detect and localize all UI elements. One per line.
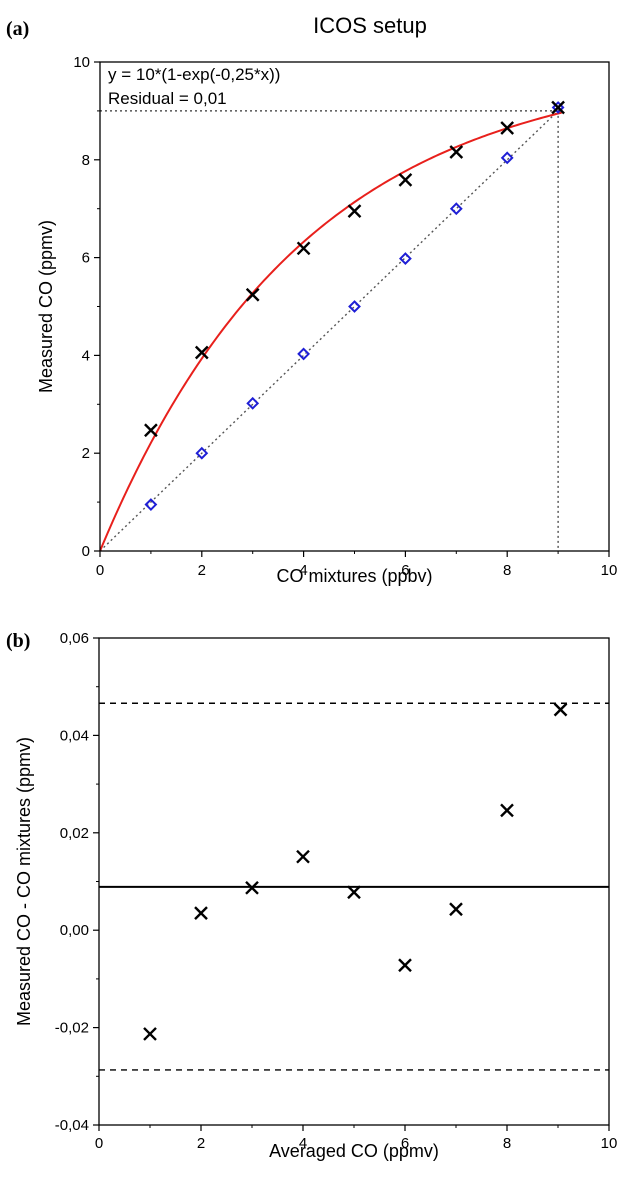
x-stroke [398, 173, 413, 187]
x-stroke [296, 849, 310, 864]
x-stroke [144, 423, 158, 438]
diamond-point [449, 202, 463, 216]
x-stroke [194, 345, 209, 360]
diamond-point [348, 300, 361, 313]
x-tick-label: 8 [503, 562, 511, 579]
y-tick-label: 0 [82, 543, 90, 560]
y-tick-label: 4 [82, 347, 90, 364]
x-tick-label: 10 [601, 1135, 618, 1152]
y-tick-label: 8 [82, 152, 90, 169]
diamond-point [144, 498, 158, 511]
x-marker-point [245, 287, 260, 302]
x-stroke [245, 880, 259, 895]
panel-label-b: (b) [6, 630, 30, 652]
plot-frame-b [98, 637, 610, 1126]
panel-label-a: (a) [6, 18, 29, 40]
x-marker-point [347, 204, 362, 218]
x-marker-point [551, 100, 565, 115]
residual-point [347, 885, 361, 900]
x-tick-label: 10 [601, 562, 618, 579]
y-tick-label: 10 [73, 54, 90, 71]
x-stroke [296, 241, 311, 256]
x-stroke [347, 204, 362, 218]
x-marker-point [398, 173, 413, 187]
residual-point [194, 906, 208, 921]
identity-line [99, 106, 563, 552]
x-marker-point [194, 345, 209, 360]
x-stroke [551, 100, 565, 115]
x-marker-point [296, 241, 311, 256]
y-axis-label: Measured CO (ppmv) [36, 220, 56, 393]
residual-point [296, 849, 310, 864]
equation-annotation: y = 10*(1-exp(-0,25*x)) [108, 65, 280, 84]
residual-point [245, 880, 259, 895]
diamond-point [297, 347, 311, 361]
fit-curve [99, 111, 562, 552]
y-tick-label: -0,04 [55, 1117, 89, 1134]
x-marker-point [500, 121, 515, 135]
y-tick-label: 0,00 [60, 922, 89, 939]
residual-point [500, 803, 514, 818]
x-stroke [194, 906, 208, 921]
x-tick-label: 6 [401, 562, 409, 579]
y-tick-label: 6 [82, 250, 90, 267]
y-axis-label: Measured CO - CO mixtures (ppmv) [14, 737, 34, 1026]
x-axis-label: Averaged CO (ppmv) [269, 1141, 439, 1161]
x-marker-point [449, 145, 464, 159]
x-stroke [449, 145, 464, 159]
x-tick-label: 2 [197, 1135, 205, 1152]
y-tick-label: 0,04 [60, 727, 89, 744]
x-tick-label: 0 [96, 562, 104, 579]
y-tick-label: 0,02 [60, 825, 89, 842]
diamond-point [500, 151, 514, 165]
x-stroke [500, 803, 514, 818]
y-tick-label: -0,02 [55, 1020, 89, 1037]
residual-point [553, 702, 568, 717]
x-stroke [449, 902, 463, 917]
x-stroke [245, 287, 260, 302]
residual-point [143, 1027, 157, 1041]
diamond-point [246, 396, 260, 410]
x-tick-label: 2 [198, 562, 206, 579]
x-stroke [553, 702, 568, 717]
x-tick-label: 6 [401, 1135, 409, 1152]
x-tick-label: 4 [299, 562, 307, 579]
x-axis-label: CO mixtures (ppbv) [276, 566, 432, 586]
residual-point [449, 902, 463, 917]
diamond-point [195, 446, 209, 460]
x-tick-label: 4 [299, 1135, 307, 1152]
x-stroke [398, 958, 412, 973]
x-stroke [347, 885, 361, 900]
diamond-point [398, 252, 412, 265]
x-tick-label: 8 [503, 1135, 511, 1152]
x-marker-point [144, 423, 158, 438]
y-tick-label: 0,06 [60, 630, 89, 647]
x-tick-label: 0 [95, 1135, 103, 1152]
residual-point [398, 958, 412, 973]
chart-title: ICOS setup [313, 13, 427, 38]
y-tick-label: 2 [82, 445, 90, 462]
x-stroke [143, 1027, 157, 1041]
x-stroke [500, 121, 515, 135]
residual-annotation: Residual = 0,01 [108, 89, 227, 108]
